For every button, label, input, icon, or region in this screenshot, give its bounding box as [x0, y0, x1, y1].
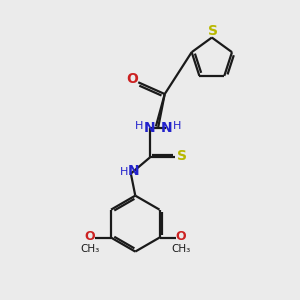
Text: O: O — [126, 72, 138, 86]
Text: CH₃: CH₃ — [80, 244, 99, 254]
Text: N: N — [128, 164, 140, 178]
Text: H: H — [173, 122, 182, 131]
Text: CH₃: CH₃ — [171, 244, 190, 254]
Text: O: O — [176, 230, 186, 243]
Text: S: S — [208, 24, 218, 38]
Text: H: H — [135, 122, 143, 131]
Text: S: S — [176, 149, 187, 163]
Text: H: H — [120, 167, 129, 177]
Text: N: N — [144, 121, 156, 135]
Text: O: O — [84, 230, 95, 243]
Text: N: N — [160, 121, 172, 135]
